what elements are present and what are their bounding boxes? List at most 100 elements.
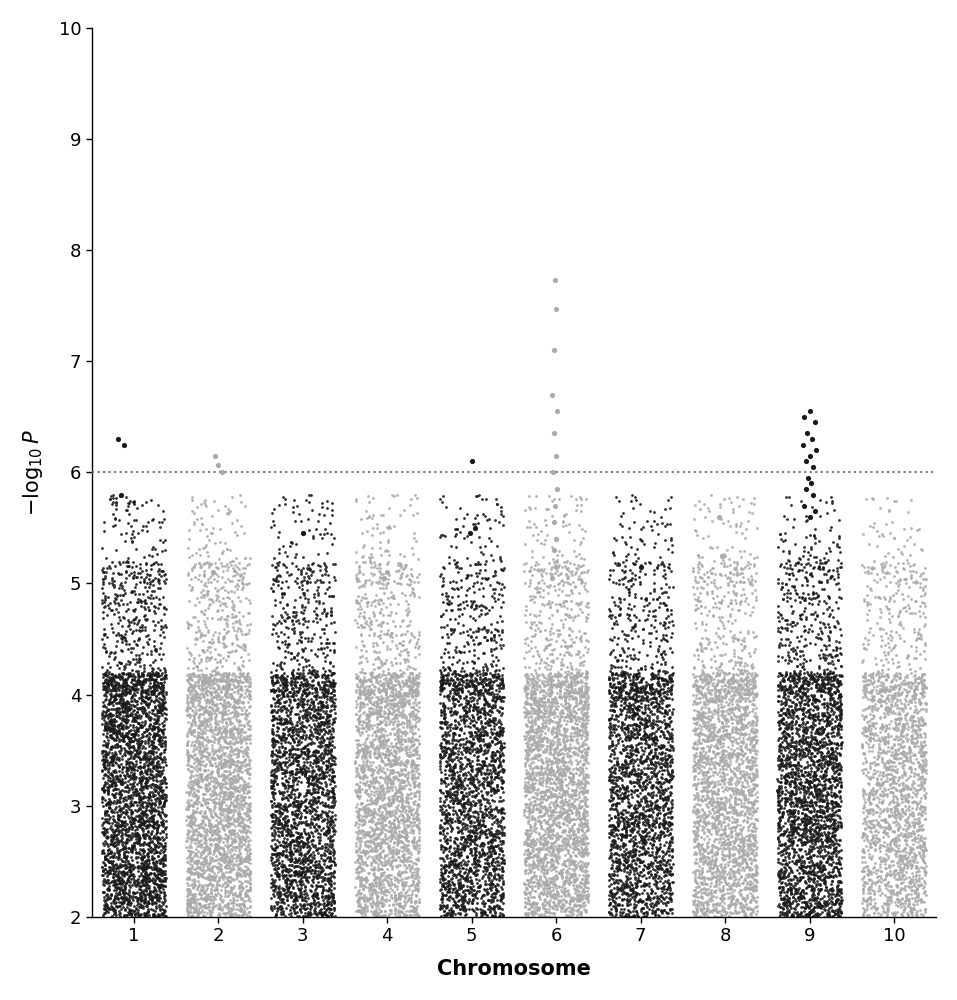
Point (567, 856, 582, 872)
Point (743, 685, 758, 701)
Point (150, 571, 166, 587)
Point (376, 721, 391, 737)
Point (223, 644, 238, 660)
Point (197, 864, 212, 880)
Point (437, 828, 453, 844)
Point (146, 845, 162, 861)
Point (604, 670, 619, 686)
Point (813, 757, 829, 773)
Point (814, 725, 830, 741)
Point (580, 804, 595, 820)
Point (787, 740, 802, 756)
Point (790, 792, 806, 808)
Point (816, 738, 832, 754)
Point (517, 876, 532, 892)
Point (770, 604, 786, 620)
Point (325, 753, 341, 769)
Point (272, 739, 287, 755)
Point (661, 843, 677, 859)
Point (182, 787, 197, 803)
Point (661, 814, 677, 830)
Point (264, 762, 279, 778)
Point (626, 884, 641, 900)
Point (535, 568, 550, 584)
Point (704, 904, 720, 920)
Point (825, 719, 840, 735)
Point (869, 615, 884, 631)
Point (914, 876, 929, 892)
Point (210, 590, 225, 606)
Point (200, 877, 215, 893)
Point (311, 748, 326, 764)
Point (700, 752, 715, 768)
Point (879, 667, 894, 683)
Point (620, 667, 635, 683)
Point (489, 857, 504, 873)
Point (472, 847, 487, 863)
Point (377, 699, 392, 715)
Point (365, 898, 380, 914)
Point (100, 807, 116, 823)
Point (893, 738, 908, 754)
Point (736, 832, 751, 848)
Point (388, 888, 403, 904)
Point (408, 682, 423, 698)
Point (569, 821, 585, 837)
Point (101, 859, 117, 875)
Point (816, 813, 832, 829)
Point (196, 835, 211, 851)
Point (462, 794, 478, 810)
Point (234, 686, 249, 702)
Point (733, 725, 748, 741)
Point (707, 653, 723, 669)
Point (561, 627, 576, 643)
Point (456, 789, 471, 805)
Point (810, 868, 825, 884)
Point (358, 613, 373, 629)
Point (523, 703, 538, 719)
Point (389, 891, 405, 907)
Point (321, 745, 336, 761)
Point (777, 849, 792, 865)
Point (283, 862, 299, 878)
Point (325, 683, 341, 699)
Point (555, 787, 570, 803)
Point (199, 749, 214, 765)
Point (397, 780, 412, 796)
Point (603, 848, 618, 864)
Point (789, 777, 804, 793)
Point (220, 854, 235, 870)
Point (369, 560, 385, 576)
Point (665, 843, 680, 859)
Point (241, 757, 256, 773)
Point (859, 866, 875, 882)
Point (780, 631, 795, 647)
Point (700, 856, 715, 872)
Point (863, 596, 879, 612)
Point (104, 822, 120, 838)
Point (360, 710, 375, 726)
Point (821, 900, 836, 916)
Point (194, 726, 210, 742)
Point (389, 667, 404, 683)
Point (465, 856, 480, 872)
Point (316, 896, 331, 912)
Point (136, 823, 151, 839)
Point (700, 704, 715, 720)
Point (223, 849, 238, 865)
Point (456, 834, 472, 850)
Point (269, 625, 284, 641)
Point (525, 705, 541, 721)
Point (727, 767, 743, 783)
Point (276, 810, 291, 826)
Point (465, 808, 480, 824)
Point (403, 898, 418, 914)
Point (574, 775, 590, 791)
Point (868, 715, 883, 731)
Point (199, 827, 214, 843)
Point (477, 887, 492, 903)
Point (783, 802, 798, 818)
Point (187, 866, 202, 882)
Point (135, 873, 150, 889)
Point (141, 893, 156, 909)
